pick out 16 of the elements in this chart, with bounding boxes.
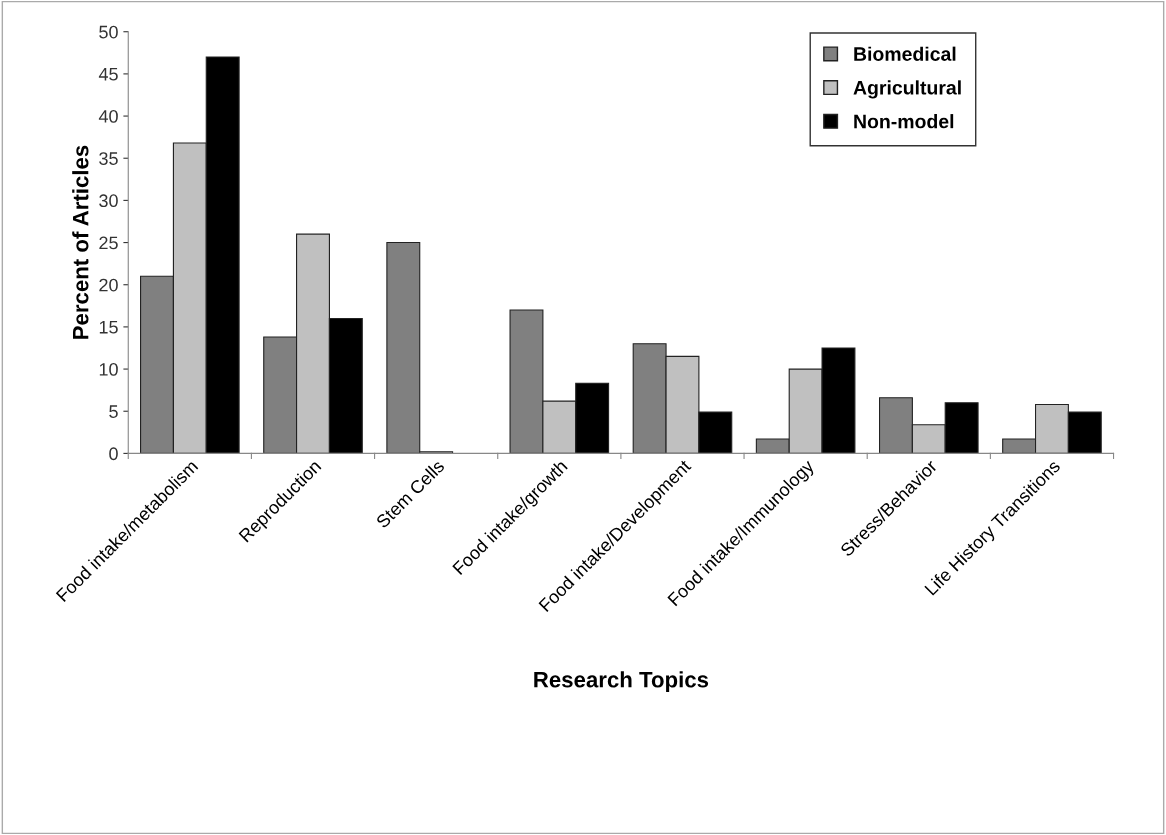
legend-label: Biomedical xyxy=(854,46,956,61)
y-tick-label: 15 xyxy=(99,321,118,334)
y-tick-label: 50 xyxy=(99,25,118,39)
legend-label: Non-model xyxy=(854,114,954,129)
y-tick-label: 40 xyxy=(98,110,118,123)
y-tick-label: 5 xyxy=(109,405,118,418)
y-tick-label: 0 xyxy=(109,447,118,461)
y-axis-title: Percent of Articles xyxy=(72,145,89,339)
y-tick-label: 35 xyxy=(99,152,118,165)
y-tick-label: 30 xyxy=(99,194,118,208)
legend-label: Agricultural xyxy=(853,80,961,99)
y-tick-label: 25 xyxy=(99,236,118,250)
y-tick-label: 20 xyxy=(99,278,118,292)
y-tick-label: 45 xyxy=(98,68,118,81)
x-axis-title: Research Topics xyxy=(534,671,709,692)
y-tick-label: 10 xyxy=(99,363,118,376)
